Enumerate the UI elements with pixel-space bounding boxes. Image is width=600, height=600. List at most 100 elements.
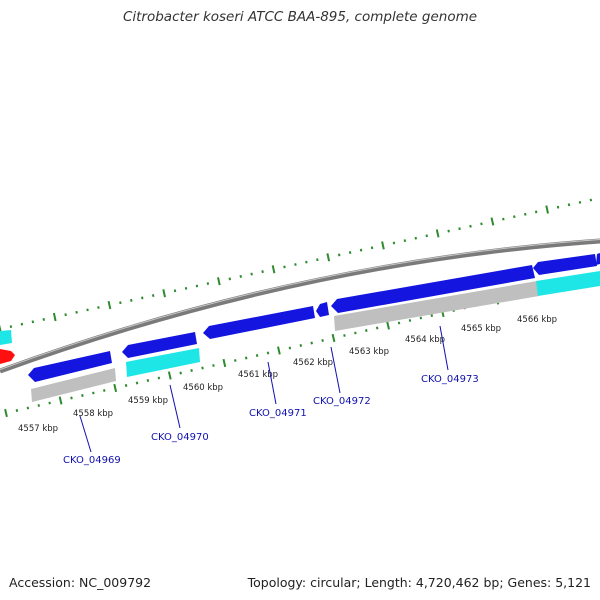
major-tick [386,321,390,330]
minor-tick [354,331,357,335]
major-tick [490,217,495,226]
minor-tick [234,359,237,362]
leader-line [330,346,341,394]
ruler-label: 4563 kbp [349,347,389,357]
minor-tick [524,212,527,216]
minor-tick [103,389,106,392]
major-tick [331,333,336,343]
genome-summary-text: Topology: circular; Length: 4,720,462 bp… [247,575,591,590]
minor-tick [86,308,89,312]
gene-label-leaders [79,325,449,453]
minor-tick [92,391,95,395]
cds-feature[interactable] [596,253,600,265]
minor-tick [414,236,418,240]
major-tick [217,277,221,286]
minor-tick [299,344,303,347]
minor-tick [81,394,84,397]
minor-tick [206,282,210,286]
minor-tick [146,379,150,382]
ruler-label: 4560 kbp [183,383,223,393]
ruler-labels: 4557 kbp 4558 kbp 4559 kbp 4560 kbp 4561… [18,315,557,434]
minor-tick [26,406,30,410]
minor-tick [502,217,505,221]
minor-tick [534,210,538,214]
minor-tick [589,198,593,202]
genome-backbone [0,238,600,374]
major-tick [167,371,172,380]
minor-tick [288,346,292,350]
cds-feature[interactable] [533,254,597,275]
minor-tick [184,286,188,290]
minor-tick [469,224,472,228]
rna-feature[interactable] [0,349,15,364]
major-tick [4,408,8,418]
minor-tick [556,205,560,209]
cds-feature-cyan[interactable] [126,348,200,377]
minor-tick [578,200,582,204]
map-title: Citrobacter koseri ATCC BAA-895, complet… [122,9,478,25]
minor-tick [392,241,396,245]
minor-tick [430,314,434,317]
minor-tick [151,294,155,298]
minor-tick [310,341,313,345]
minor-tick [403,239,407,243]
gene-label[interactable]: CKO_04972 [313,396,371,407]
minor-tick [64,313,67,317]
minor-tick [141,296,144,300]
cds-feature-cyan[interactable] [0,330,12,345]
cds-feature[interactable] [203,306,315,339]
cds-feature-cyan[interactable] [536,271,600,296]
minor-tick [425,234,428,238]
major-tick [107,300,112,310]
minor-tick [343,334,346,337]
minor-tick [70,396,73,400]
cds-feature[interactable] [122,332,197,358]
pseudogene-feature[interactable] [31,368,116,402]
minor-tick [135,381,139,385]
cds-feature[interactable] [28,351,112,382]
minor-tick [294,263,297,266]
minor-tick [130,298,133,302]
minor-tick [228,277,232,281]
major-tick [52,312,57,322]
minor-tick [458,227,461,231]
minor-tick [179,371,182,375]
major-tick [162,289,166,298]
gene-label[interactable]: CKO_04973 [421,374,479,385]
major-tick [277,346,281,355]
minor-tick [480,222,483,226]
major-tick [545,205,549,214]
minor-tick [173,289,177,293]
minor-tick [239,275,242,278]
minor-tick [408,319,412,322]
cds-feature[interactable] [331,265,535,313]
cds-feature[interactable] [316,302,329,317]
minor-tick [195,284,199,288]
minor-tick [337,253,341,257]
minor-tick [15,409,19,412]
gene-label[interactable]: CKO_04971 [249,408,307,419]
ruler-label: 4566 kbp [517,315,557,325]
minor-tick [419,316,423,320]
major-tick [326,253,331,262]
minor-tick [370,246,374,250]
outer-tick-ring [0,198,593,334]
major-tick [435,229,440,238]
minor-tick [375,326,379,330]
minor-tick [31,320,35,324]
pseudogene-feature[interactable] [334,281,539,331]
major-tick [58,396,63,405]
genome-backbone-highlight [0,239,600,370]
minor-tick [201,366,204,370]
ruler-label: 4564 kbp [405,335,445,345]
minor-tick [37,404,40,407]
minor-tick [513,215,516,219]
gene-label[interactable]: CKO_04970 [151,432,209,443]
minor-tick [567,203,571,207]
gene-label[interactable]: CKO_04969 [63,455,121,466]
minor-tick [119,301,122,305]
minor-tick [321,339,324,342]
minor-tick [359,248,363,252]
major-tick [381,241,385,250]
